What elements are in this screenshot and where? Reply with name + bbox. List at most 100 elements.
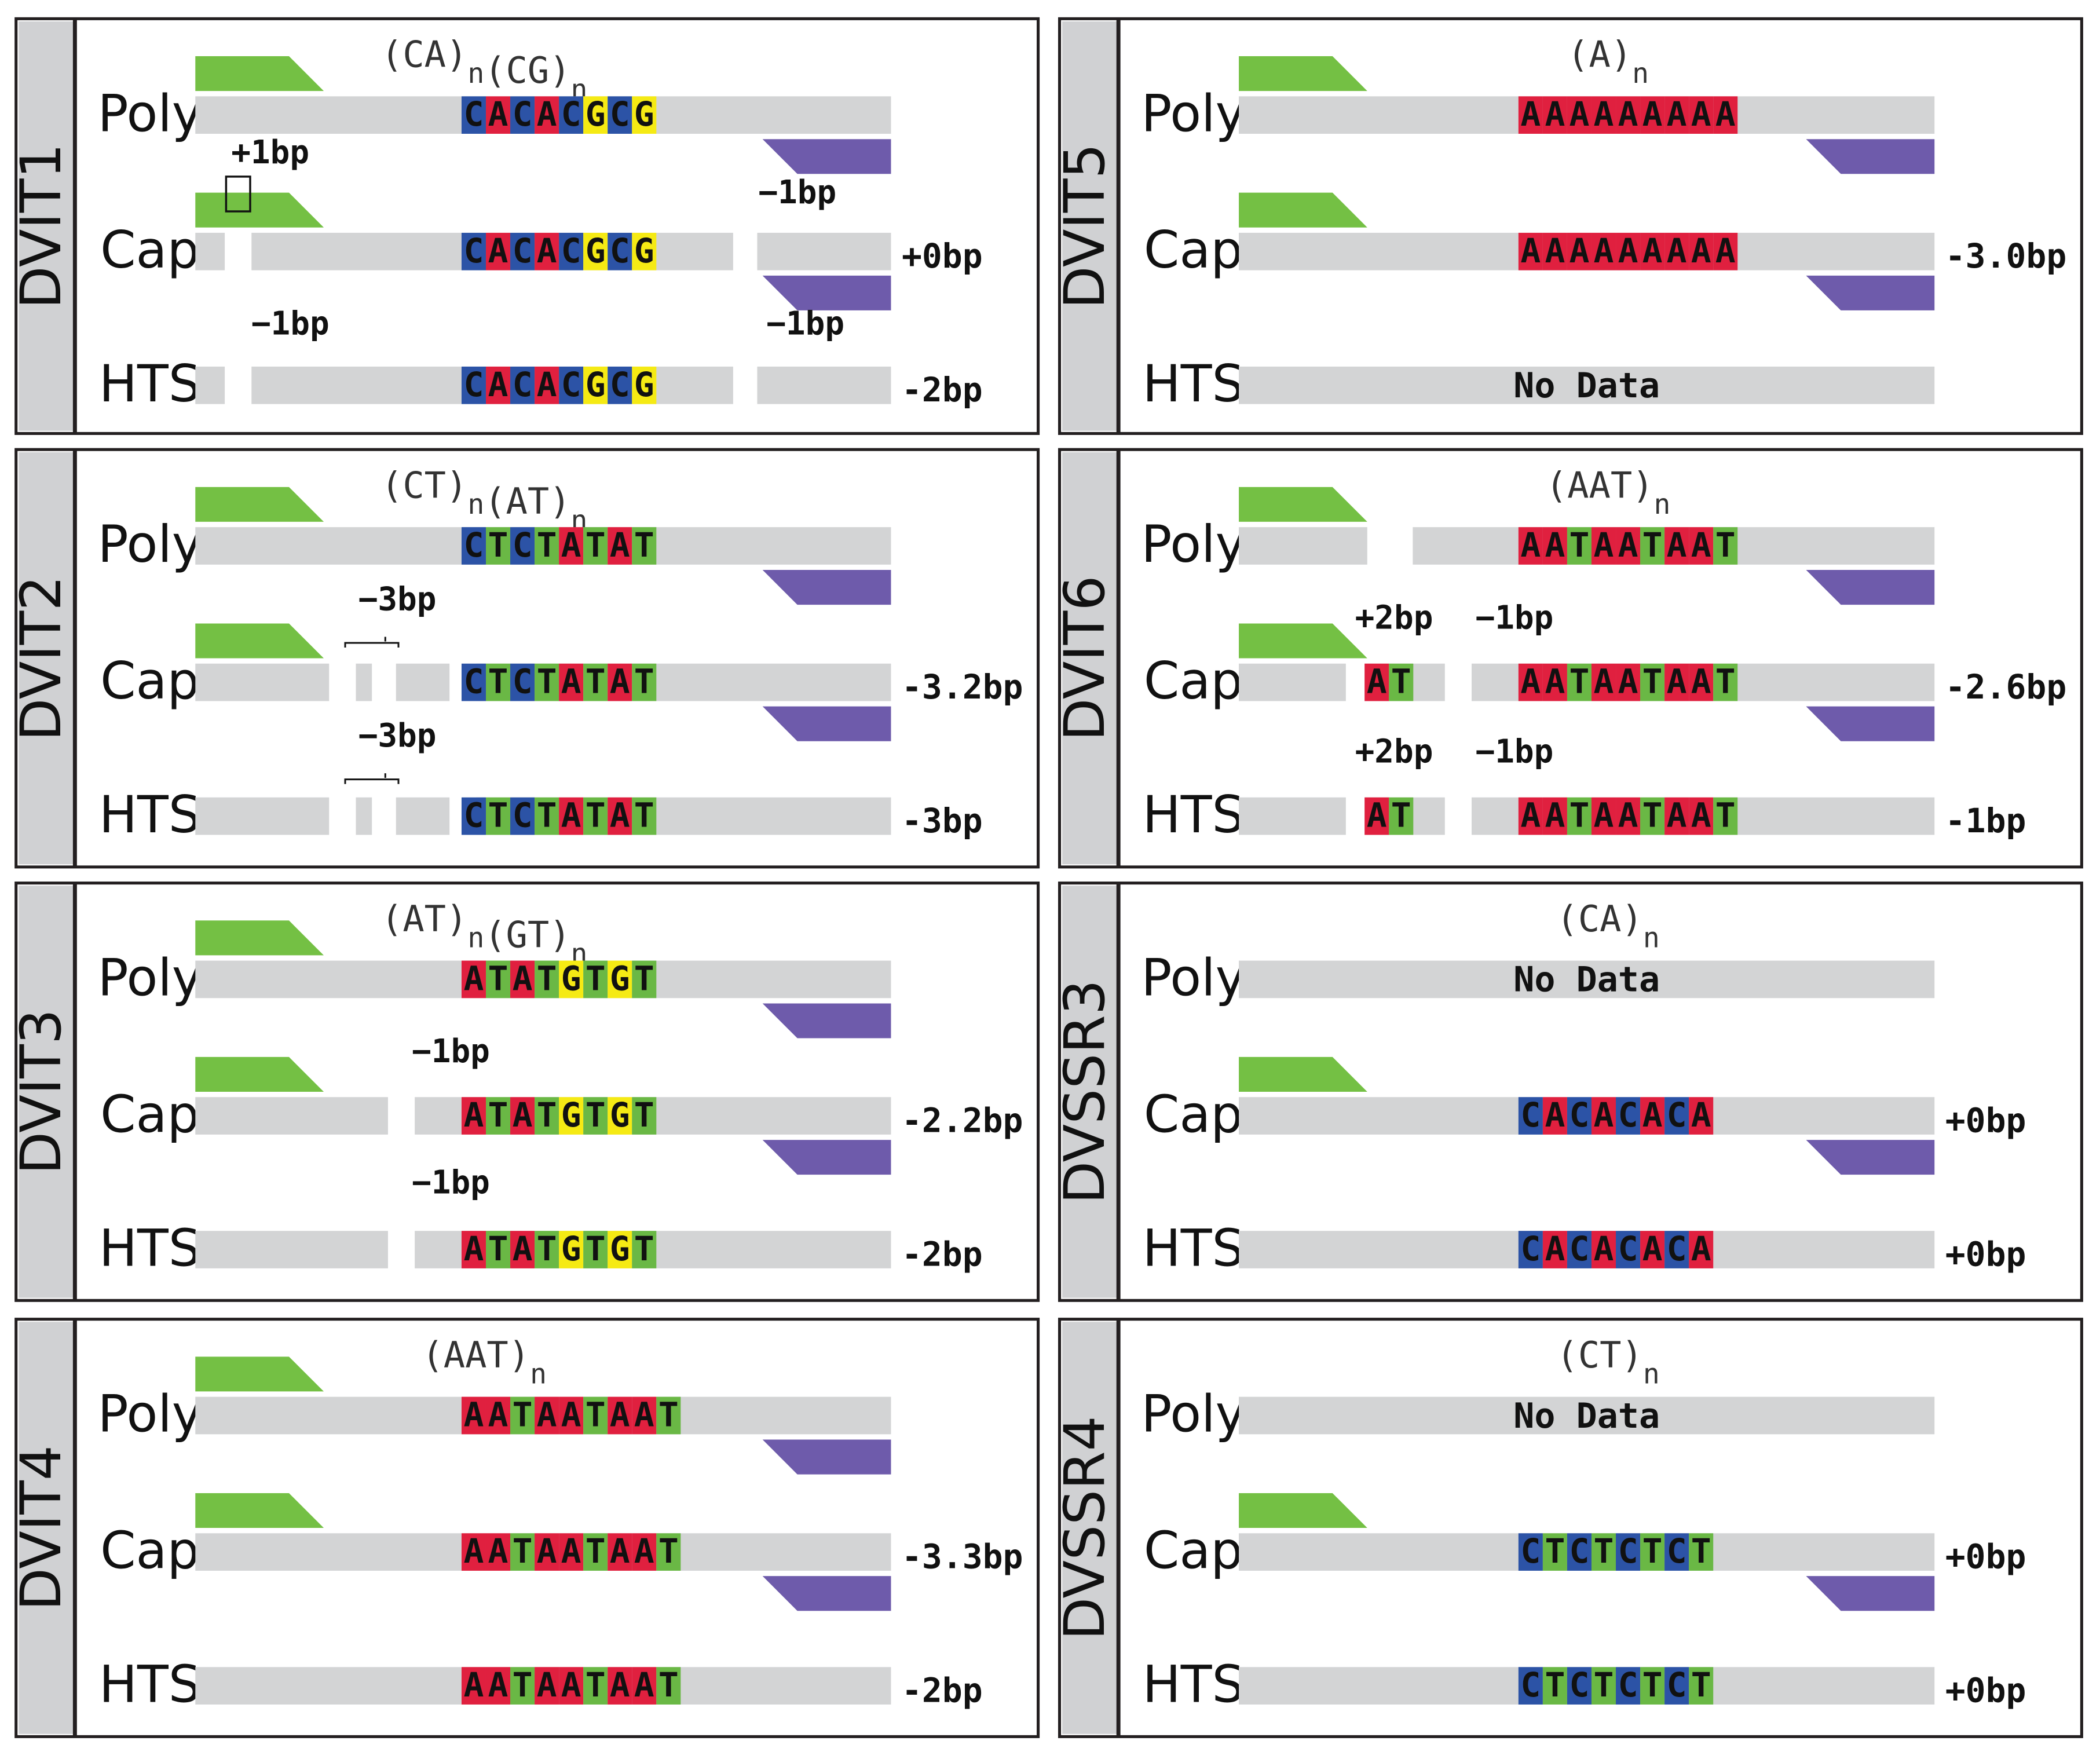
nucleotide-letter: G <box>634 94 654 134</box>
nucleotide-box <box>1567 232 1592 270</box>
nucleotide-letter: A <box>634 1665 654 1705</box>
nucleotide-letter: A <box>537 231 557 270</box>
motif-label: (AT)n(GT)n <box>381 898 587 970</box>
motif-label: (A)n <box>1567 34 1649 90</box>
motif-unit: (CT) <box>1557 1334 1643 1376</box>
nucleotide-letter: T <box>586 1229 606 1268</box>
nucleotide-box <box>485 1396 511 1435</box>
nucleotide-letter: A <box>1667 94 1687 134</box>
motif-unit: (CG) <box>484 49 570 92</box>
nucleotide-box <box>510 366 535 404</box>
panel-side-band <box>1062 21 1119 431</box>
reverse-primer <box>762 139 891 174</box>
indel-annotation: −1bp <box>1475 733 1553 771</box>
nucleotide-letter: T <box>488 796 508 835</box>
nucleotide-letter: C <box>464 231 484 270</box>
nucleotide-box <box>461 366 486 404</box>
nucleotide-letter: A <box>1691 662 1711 701</box>
row-label: Poly <box>98 948 202 1008</box>
nucleotide-letter: T <box>488 525 508 565</box>
nucleotide-box <box>510 960 535 999</box>
nucleotide-box <box>1689 96 1714 134</box>
motif-unit: (CA) <box>381 34 467 76</box>
amplicon-bar <box>757 366 891 404</box>
nucleotide-box <box>1640 1097 1665 1135</box>
forward-primer <box>195 1493 324 1528</box>
nucleotide-box <box>485 96 511 134</box>
nucleotide-letter: C <box>1520 1095 1541 1135</box>
nucleotide-box <box>510 797 535 835</box>
nucleotide-box <box>535 232 559 270</box>
amplicon-bar <box>1239 960 1935 999</box>
nucleotide-box <box>583 663 608 701</box>
length-change-value: +0bp <box>1945 1670 2026 1710</box>
row-label: Poly <box>1141 948 1245 1008</box>
length-change-value: -3.3bp <box>902 1537 1023 1576</box>
nucleotide-letter: C <box>1569 1531 1589 1571</box>
nucleotide-box <box>559 1533 584 1571</box>
nucleotide-letter: A <box>1667 796 1687 835</box>
nucleotide-letter: T <box>586 1531 606 1571</box>
forward-primer <box>195 1056 324 1092</box>
reverse-primer <box>1806 706 1935 741</box>
nucleotide-letter: A <box>1520 662 1541 701</box>
nucleotide-letter: T <box>1594 1665 1614 1705</box>
nucleotide-letter: T <box>1691 1531 1711 1571</box>
nucleotide-letter: C <box>1667 1531 1687 1571</box>
row-label: Cap <box>100 1084 199 1144</box>
nucleotide-box <box>1364 663 1389 701</box>
nucleotide-box <box>510 1396 535 1435</box>
nucleotide-box <box>1567 1533 1592 1571</box>
nucleotide-letter: A <box>1569 231 1589 270</box>
nucleotide-letter: A <box>1691 1095 1711 1135</box>
nucleotide-box <box>632 960 657 999</box>
nucleotide-letter: T <box>1391 662 1411 701</box>
nucleotide-letter: T <box>488 662 508 701</box>
nucleotide-box <box>1713 96 1738 134</box>
motif-subscript: n <box>1653 488 1670 521</box>
forward-primer <box>195 487 324 522</box>
nucleotide-letter: A <box>537 1531 557 1571</box>
nucleotide-letter: A <box>1618 94 1638 134</box>
nucleotide-letter: A <box>537 365 557 404</box>
nucleotide-letter: A <box>1642 1095 1663 1135</box>
nucleotide-letter: A <box>513 1095 533 1135</box>
length-change-value: -3.0bp <box>1945 236 2067 276</box>
nucleotide-letter: T <box>586 1665 606 1705</box>
nucleotide-box <box>1389 663 1414 701</box>
nucleotide-box <box>1689 1667 1714 1705</box>
nucleotide-letter: C <box>1618 1665 1638 1705</box>
nucleotide-box <box>608 1231 632 1268</box>
amplicon-bar <box>757 232 891 270</box>
nucleotide-box <box>1616 527 1641 565</box>
deletion-bracket <box>344 637 400 648</box>
length-change-value: -2.6bp <box>1945 667 2067 707</box>
nucleotide-letter: A <box>1691 796 1711 835</box>
panel-side-band <box>19 21 75 431</box>
motif-subscript: n <box>1643 1358 1660 1391</box>
nucleotide-letter: T <box>586 662 606 701</box>
nucleotide-letter: C <box>513 796 533 835</box>
panel-name: DVIT3 <box>9 1009 74 1175</box>
panel-name: DVSSR3 <box>1052 979 1117 1204</box>
panel-side-band <box>1062 1322 1119 1734</box>
nucleotide-letter: A <box>537 94 557 134</box>
panel-side-band <box>1062 886 1119 1298</box>
panel-name: DVIT6 <box>1052 576 1117 741</box>
motif-unit: (A) <box>1567 34 1632 76</box>
nucleotide-box <box>485 366 511 404</box>
nucleotide-box <box>510 1533 535 1571</box>
nucleotide-letter: A <box>1594 231 1614 270</box>
nucleotide-box <box>583 1097 608 1135</box>
panel-name: DVSSR4 <box>1052 1416 1117 1640</box>
nucleotide-letter: A <box>464 1531 484 1571</box>
nucleotide-box <box>608 1533 632 1571</box>
nucleotide-box <box>583 1231 608 1268</box>
motif-subscript: n <box>530 1358 547 1391</box>
nucleotide-letter: A <box>488 1395 508 1434</box>
nucleotide-letter: A <box>1667 662 1687 701</box>
nucleotide-box <box>1542 1667 1567 1705</box>
nucleotide-box <box>535 797 559 835</box>
nucleotide-box <box>1664 1667 1689 1705</box>
